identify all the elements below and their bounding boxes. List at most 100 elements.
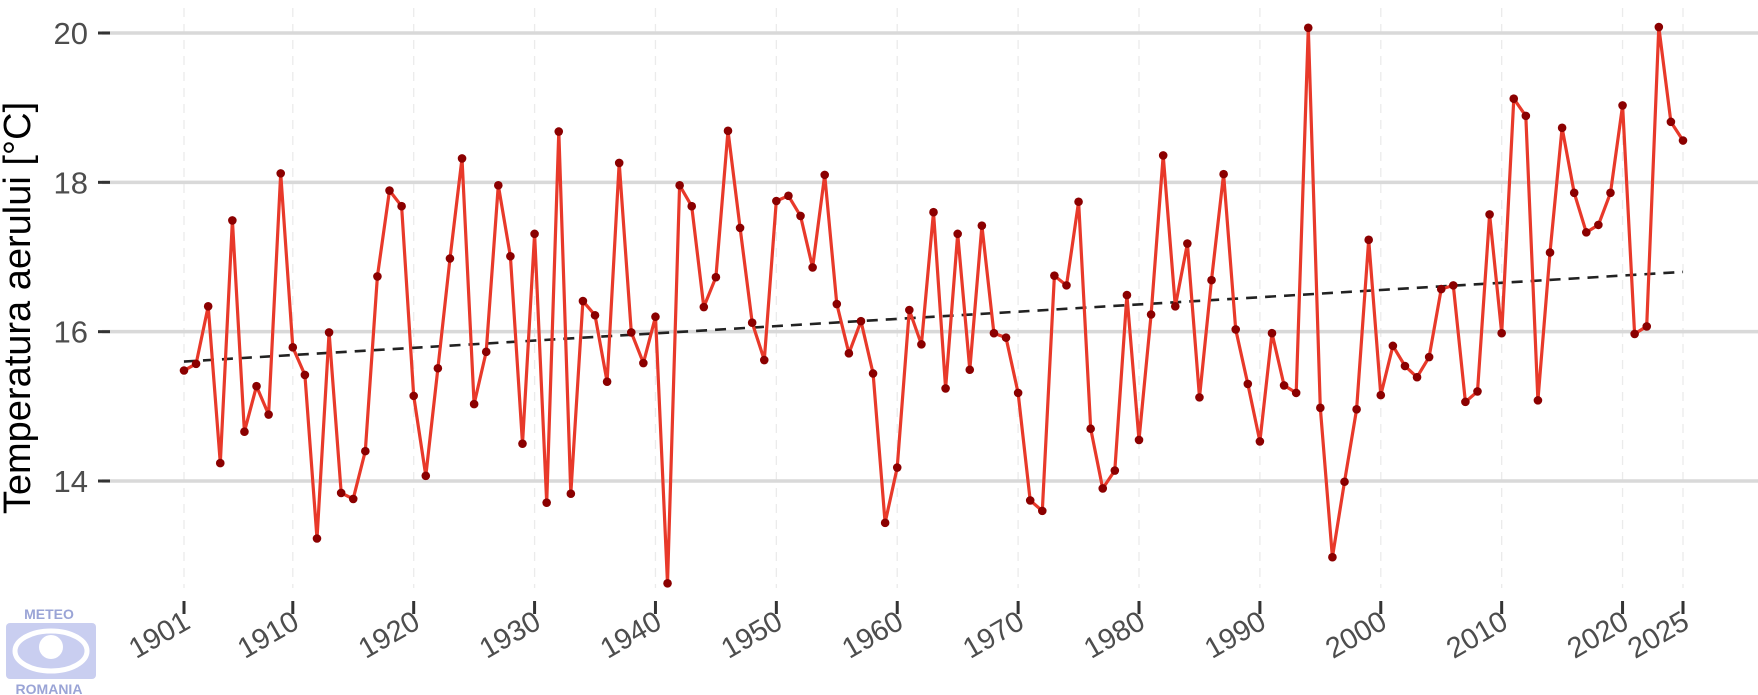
data-point <box>1279 381 1289 390</box>
data-point <box>1400 361 1410 371</box>
x-tick-label: 1940 <box>595 605 667 665</box>
data-point <box>892 463 902 472</box>
data-point <box>796 211 805 221</box>
data-point <box>566 489 576 498</box>
data-point <box>1098 484 1108 493</box>
data-point <box>1388 341 1398 351</box>
data-point <box>373 272 382 281</box>
data-point <box>687 201 697 211</box>
data-point <box>977 221 987 230</box>
x-tick-labels: 1901 1910 1920 1930 1940 1950 1960 1970 1980 1990… <box>124 605 1695 665</box>
data-point <box>336 488 346 498</box>
data-point <box>481 347 491 357</box>
data-point <box>1606 188 1615 198</box>
data-point <box>1158 151 1168 160</box>
data-point <box>772 196 781 206</box>
data-point <box>820 170 830 180</box>
temperature-series-line <box>183 25 1685 585</box>
axis-ticks <box>98 31 1685 614</box>
data-point <box>1255 437 1265 446</box>
data-point <box>868 369 878 378</box>
data-point <box>457 154 467 163</box>
data-point <box>1231 325 1241 334</box>
data-point <box>1025 496 1035 505</box>
data-point <box>433 363 443 373</box>
data-point <box>590 310 600 320</box>
data-point <box>1581 228 1591 237</box>
y-axis-label: Temperatura aerului [°C] <box>0 102 39 514</box>
data-point <box>1219 169 1228 179</box>
data-point <box>747 318 757 328</box>
data-point <box>324 328 334 337</box>
data-point <box>469 399 479 409</box>
data-point <box>1001 333 1011 342</box>
x-tick-label: 1990 <box>1200 605 1272 665</box>
data-point <box>1509 94 1519 104</box>
data-point <box>1074 197 1083 207</box>
x-tick-label: 1930 <box>474 605 546 665</box>
data-point <box>203 301 213 311</box>
data-point <box>1110 466 1120 475</box>
y-tick-label: 14 <box>54 464 88 499</box>
data-point <box>215 458 225 468</box>
data-point <box>1122 290 1132 300</box>
data-point <box>651 312 660 322</box>
data-point <box>856 316 866 326</box>
data-point <box>1436 284 1446 294</box>
data-point <box>1412 372 1422 382</box>
data-point <box>1642 322 1652 331</box>
data-point <box>1630 329 1639 339</box>
data-point <box>880 518 890 528</box>
logo-emblem-ring <box>12 628 90 674</box>
data-point <box>1678 136 1688 145</box>
data-point <box>542 498 551 507</box>
series-layer <box>183 25 1685 585</box>
data-point <box>1243 379 1253 389</box>
data-point <box>1497 328 1506 338</box>
y-tick-labels: 14 16 18 20 <box>54 16 88 499</box>
data-point <box>1376 390 1386 400</box>
data-point <box>1352 405 1361 414</box>
data-point <box>554 127 564 136</box>
data-point <box>1267 328 1277 338</box>
data-point <box>614 158 624 168</box>
data-point <box>1557 123 1567 133</box>
data-point <box>445 254 455 263</box>
data-point <box>832 299 842 309</box>
data-point <box>965 365 975 375</box>
data-point <box>941 384 950 393</box>
data-point <box>905 305 914 315</box>
data-point <box>1485 210 1494 219</box>
x-tick-label: 1970 <box>958 605 1030 665</box>
x-tick-label: 2025 <box>1623 605 1695 665</box>
data-point <box>917 340 926 349</box>
data-point <box>530 229 539 239</box>
data-point <box>288 343 298 352</box>
data-point <box>675 181 684 190</box>
trend-layer <box>183 270 1684 363</box>
data-point <box>1207 275 1216 285</box>
data-point <box>179 366 189 375</box>
data-point <box>1473 387 1482 396</box>
data-point <box>300 370 310 380</box>
data-point <box>1195 393 1204 402</box>
y-tick-label: 20 <box>54 16 88 51</box>
data-point <box>276 169 286 178</box>
data-point <box>1340 477 1349 487</box>
x-tick-label: 1950 <box>716 605 788 665</box>
meteo-romania-logo: METEO ROMANIA <box>6 606 96 695</box>
data-point <box>1569 188 1579 198</box>
data-point <box>1316 403 1325 413</box>
data-point <box>264 410 273 419</box>
data-point <box>1618 101 1627 110</box>
data-point <box>1170 301 1180 311</box>
data-point <box>348 494 358 504</box>
data-point <box>240 427 249 437</box>
data-point <box>1037 506 1047 516</box>
data-point <box>929 207 938 217</box>
data-point <box>989 328 999 338</box>
y-tick-label: 16 <box>54 315 88 350</box>
logo-bottom-text: ROMANIA <box>16 681 83 695</box>
data-point <box>1146 310 1156 319</box>
